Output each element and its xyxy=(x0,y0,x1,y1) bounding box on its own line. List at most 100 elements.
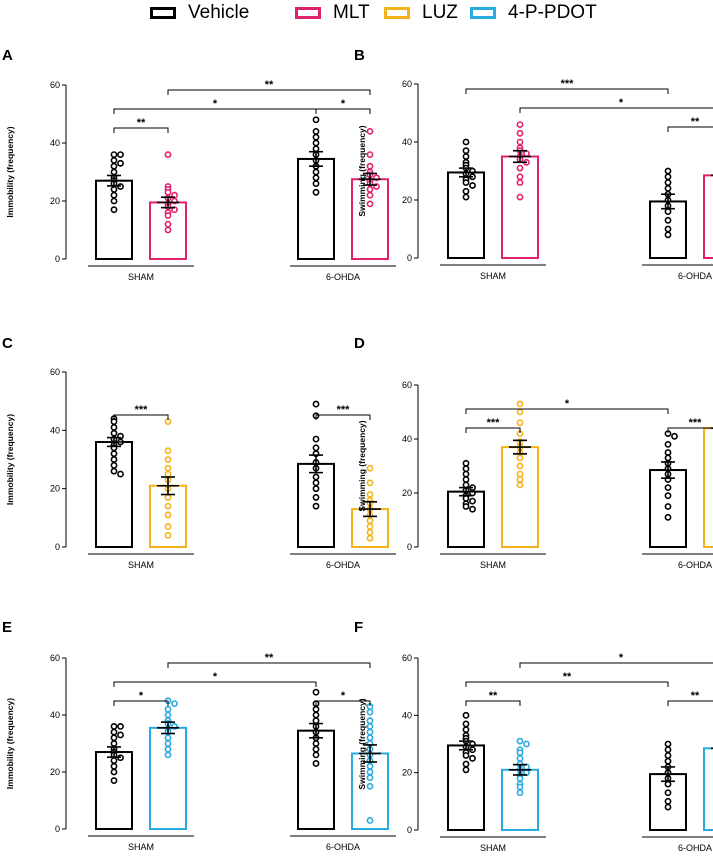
data-point xyxy=(312,180,320,187)
data-point xyxy=(366,464,374,472)
data-point xyxy=(366,191,374,199)
data-point xyxy=(312,473,320,481)
chart-panel-e: E 0 20 40 60 Immobility (frequency) SHAM 6-OHDA… xyxy=(2,619,396,852)
data-point xyxy=(664,231,672,239)
data-point xyxy=(312,188,320,196)
significance-bracket xyxy=(465,408,669,414)
data-point xyxy=(366,762,374,770)
data-point xyxy=(664,503,672,510)
data-point xyxy=(164,447,172,455)
data-point xyxy=(516,419,524,427)
significance-label: ** xyxy=(691,116,700,128)
data-point xyxy=(664,789,672,797)
data-point xyxy=(366,151,374,158)
data-point xyxy=(164,151,172,158)
significance-bracket xyxy=(113,414,169,420)
y-tick-label: 40 xyxy=(50,138,60,148)
data-point xyxy=(312,751,320,759)
legend-label-luz: LUZ xyxy=(422,2,458,23)
data-point xyxy=(164,705,172,713)
significance-label: *** xyxy=(487,417,501,429)
data-point xyxy=(664,752,672,759)
group-label: SHAM xyxy=(480,271,506,281)
data-point xyxy=(462,459,470,467)
y-tick-label: 60 xyxy=(402,79,412,89)
y-tick-label: 20 xyxy=(402,768,412,778)
data-point xyxy=(516,775,524,782)
data-point xyxy=(664,757,672,765)
data-point xyxy=(664,184,672,192)
data-point xyxy=(366,162,374,170)
data-point xyxy=(110,197,118,205)
y-tick-label: 0 xyxy=(407,542,412,552)
data-point xyxy=(664,740,672,748)
data-point xyxy=(164,523,172,530)
data-point xyxy=(664,492,672,500)
data-point xyxy=(516,121,524,128)
data-point xyxy=(516,749,524,756)
data-point xyxy=(462,481,470,489)
data-point xyxy=(312,485,320,493)
data-point xyxy=(312,494,320,501)
y-tick-label: 40 xyxy=(402,137,412,147)
y-tick-label: 40 xyxy=(402,710,412,720)
data-point xyxy=(110,728,118,736)
group-label: SHAM xyxy=(128,842,154,852)
data-point xyxy=(664,780,672,788)
data-point xyxy=(110,740,118,747)
data-point xyxy=(462,720,470,728)
data-point xyxy=(312,435,320,443)
bar xyxy=(703,174,713,260)
y-tick-label: 60 xyxy=(402,653,412,663)
data-point xyxy=(664,803,672,811)
y-tick-label: 60 xyxy=(50,367,60,377)
data-point xyxy=(312,444,320,452)
data-point xyxy=(312,711,320,719)
y-axis-title: Swimming (frequency) xyxy=(357,420,367,511)
data-point xyxy=(312,400,320,408)
data-point xyxy=(110,757,118,764)
legend-item-vehicle: Vehicle xyxy=(150,3,249,23)
data-point xyxy=(366,491,374,498)
y-tick-label: 60 xyxy=(402,380,412,390)
y-tick-label: 20 xyxy=(402,195,412,205)
data-point xyxy=(366,479,374,487)
data-point xyxy=(671,432,678,440)
data-point xyxy=(164,502,172,510)
significance-bracket xyxy=(315,108,371,114)
data-point xyxy=(366,723,374,730)
data-point xyxy=(462,711,470,719)
significance-bracket xyxy=(113,681,317,687)
data-point xyxy=(110,723,118,730)
data-point xyxy=(664,225,672,233)
data-point xyxy=(664,454,672,462)
y-tick-label: 0 xyxy=(407,253,412,263)
legend: Vehicle MLT LUZ 4-P-PDOT xyxy=(0,0,713,26)
y-tick-label: 40 xyxy=(402,434,412,444)
significance-label: * xyxy=(341,690,346,702)
data-point xyxy=(469,754,476,762)
data-point xyxy=(110,168,118,176)
legend-label-mlt: MLT xyxy=(333,2,370,23)
data-point xyxy=(164,511,172,519)
data-point xyxy=(462,503,470,510)
data-point xyxy=(110,151,118,158)
y-tick-label: 20 xyxy=(402,488,412,498)
data-point xyxy=(462,494,470,502)
data-point xyxy=(312,127,320,135)
group-label: 6-OHDA xyxy=(326,842,360,852)
data-point xyxy=(664,208,672,215)
bar xyxy=(703,427,713,549)
data-point xyxy=(110,162,118,170)
data-point xyxy=(516,173,524,181)
data-point xyxy=(664,167,672,175)
group-label: SHAM xyxy=(128,560,154,570)
data-point xyxy=(164,531,172,539)
group-label: SHAM xyxy=(480,560,506,570)
data-point xyxy=(164,751,172,759)
data-point xyxy=(523,150,530,157)
significance-label: * xyxy=(619,652,624,664)
data-point xyxy=(117,731,124,739)
